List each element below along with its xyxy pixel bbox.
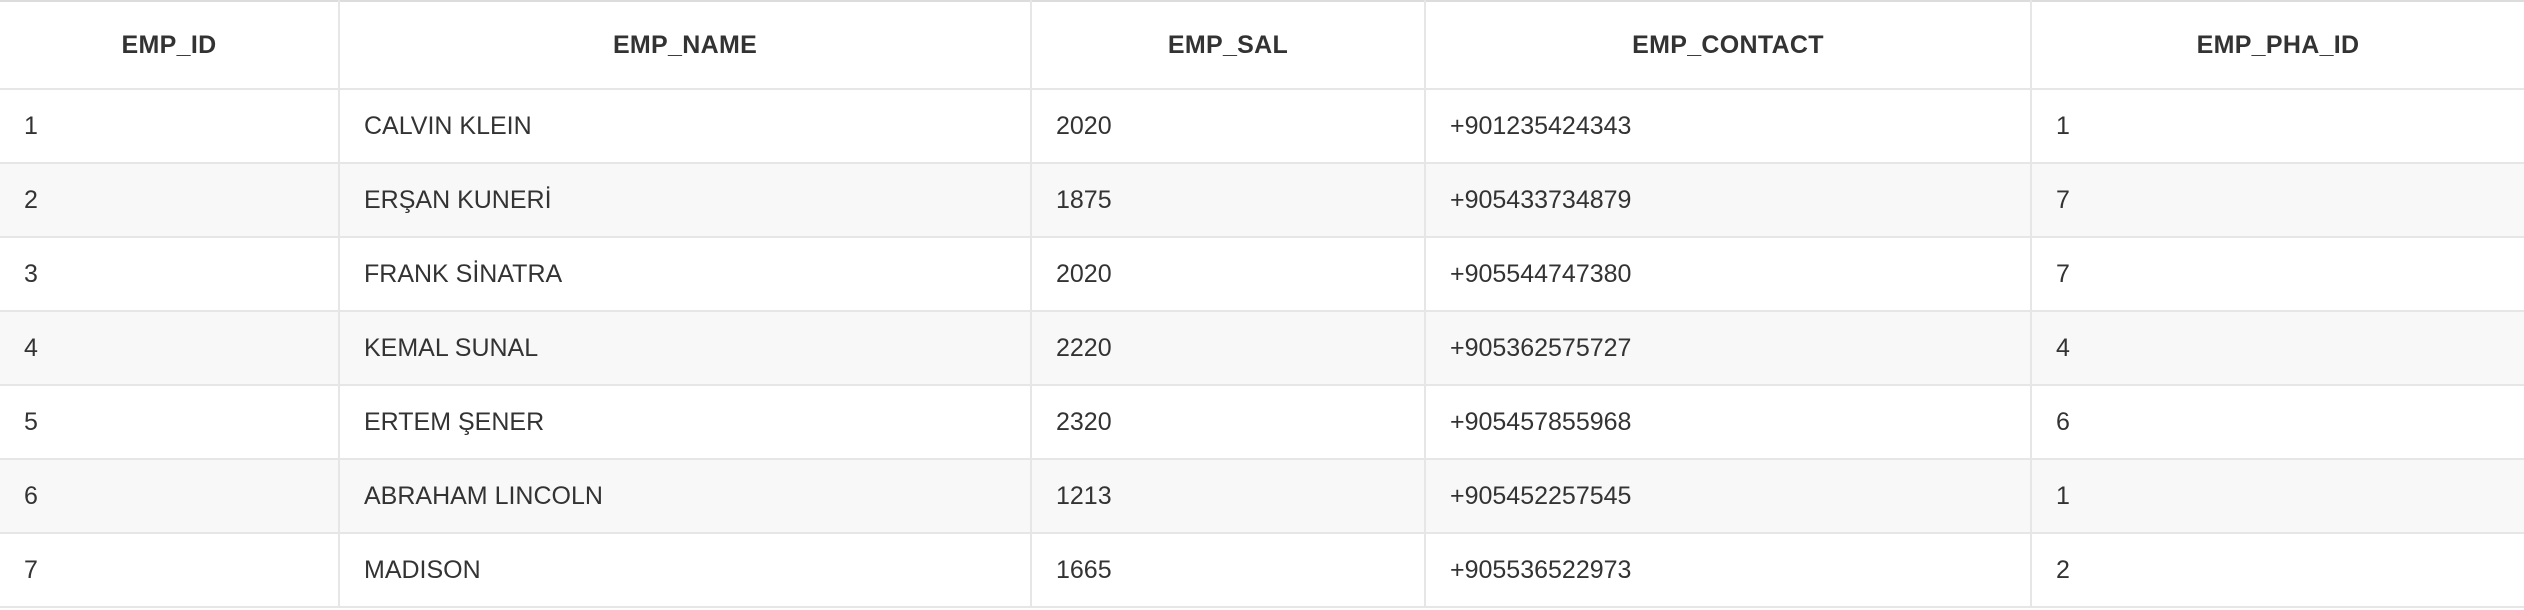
cell-emp-contact: +905544747380: [1424, 236, 2032, 312]
cell-emp-sal: 2020: [1030, 236, 1426, 312]
cell-emp-pha-id: 1: [2030, 458, 2524, 534]
cell-emp-contact: +905457855968: [1424, 384, 2032, 460]
cell-emp-id: 1: [0, 88, 340, 164]
cell-emp-pha-id: 1: [2030, 88, 2524, 164]
cell-emp-sal: 2320: [1030, 384, 1426, 460]
table-body: 1 CALVIN KLEIN 2020 +901235424343 1 2 ER…: [0, 88, 2524, 608]
table-row[interactable]: 7 MADISON 1665 +905536522973 2: [0, 532, 2524, 608]
cell-emp-sal: 1875: [1030, 162, 1426, 238]
table-row[interactable]: 3 FRANK SİNATRA 2020 +905544747380 7: [0, 236, 2524, 312]
cell-emp-name: ABRAHAM LINCOLN: [338, 458, 1032, 534]
cell-emp-pha-id: 4: [2030, 310, 2524, 386]
cell-emp-id: 3: [0, 236, 340, 312]
column-header-emp-id[interactable]: EMP_ID: [0, 0, 340, 90]
cell-emp-name: ERTEM ŞENER: [338, 384, 1032, 460]
cell-emp-contact: +905536522973: [1424, 532, 2032, 608]
table-row[interactable]: 4 KEMAL SUNAL 2220 +905362575727 4: [0, 310, 2524, 386]
cell-emp-pha-id: 6: [2030, 384, 2524, 460]
cell-emp-name: CALVIN KLEIN: [338, 88, 1032, 164]
cell-emp-pha-id: 2: [2030, 532, 2524, 608]
cell-emp-sal: 2020: [1030, 88, 1426, 164]
cell-emp-id: 2: [0, 162, 340, 238]
cell-emp-sal: 1213: [1030, 458, 1426, 534]
cell-emp-contact: +901235424343: [1424, 88, 2032, 164]
column-header-emp-sal[interactable]: EMP_SAL: [1030, 0, 1426, 90]
cell-emp-pha-id: 7: [2030, 236, 2524, 312]
cell-emp-id: 6: [0, 458, 340, 534]
table-row[interactable]: 6 ABRAHAM LINCOLN 1213 +905452257545 1: [0, 458, 2524, 534]
table-header: EMP_ID EMP_NAME EMP_SAL EMP_CONTACT EMP_…: [0, 0, 2524, 90]
cell-emp-name: ERŞAN KUNERİ: [338, 162, 1032, 238]
cell-emp-id: 7: [0, 532, 340, 608]
header-row: EMP_ID EMP_NAME EMP_SAL EMP_CONTACT EMP_…: [0, 0, 2524, 90]
cell-emp-id: 4: [0, 310, 340, 386]
table-row[interactable]: 2 ERŞAN KUNERİ 1875 +905433734879 7: [0, 162, 2524, 238]
cell-emp-contact: +905452257545: [1424, 458, 2032, 534]
column-header-emp-name[interactable]: EMP_NAME: [338, 0, 1032, 90]
column-header-emp-contact[interactable]: EMP_CONTACT: [1424, 0, 2032, 90]
cell-emp-contact: +905433734879: [1424, 162, 2032, 238]
table-row[interactable]: 5 ERTEM ŞENER 2320 +905457855968 6: [0, 384, 2524, 460]
cell-emp-contact: +905362575727: [1424, 310, 2032, 386]
cell-emp-sal: 1665: [1030, 532, 1426, 608]
cell-emp-id: 5: [0, 384, 340, 460]
column-header-emp-pha-id[interactable]: EMP_PHA_ID: [2030, 0, 2524, 90]
cell-emp-name: FRANK SİNATRA: [338, 236, 1032, 312]
cell-emp-name: KEMAL SUNAL: [338, 310, 1032, 386]
cell-emp-pha-id: 7: [2030, 162, 2524, 238]
cell-emp-name: MADISON: [338, 532, 1032, 608]
cell-emp-sal: 2220: [1030, 310, 1426, 386]
table-row[interactable]: 1 CALVIN KLEIN 2020 +901235424343 1: [0, 88, 2524, 164]
